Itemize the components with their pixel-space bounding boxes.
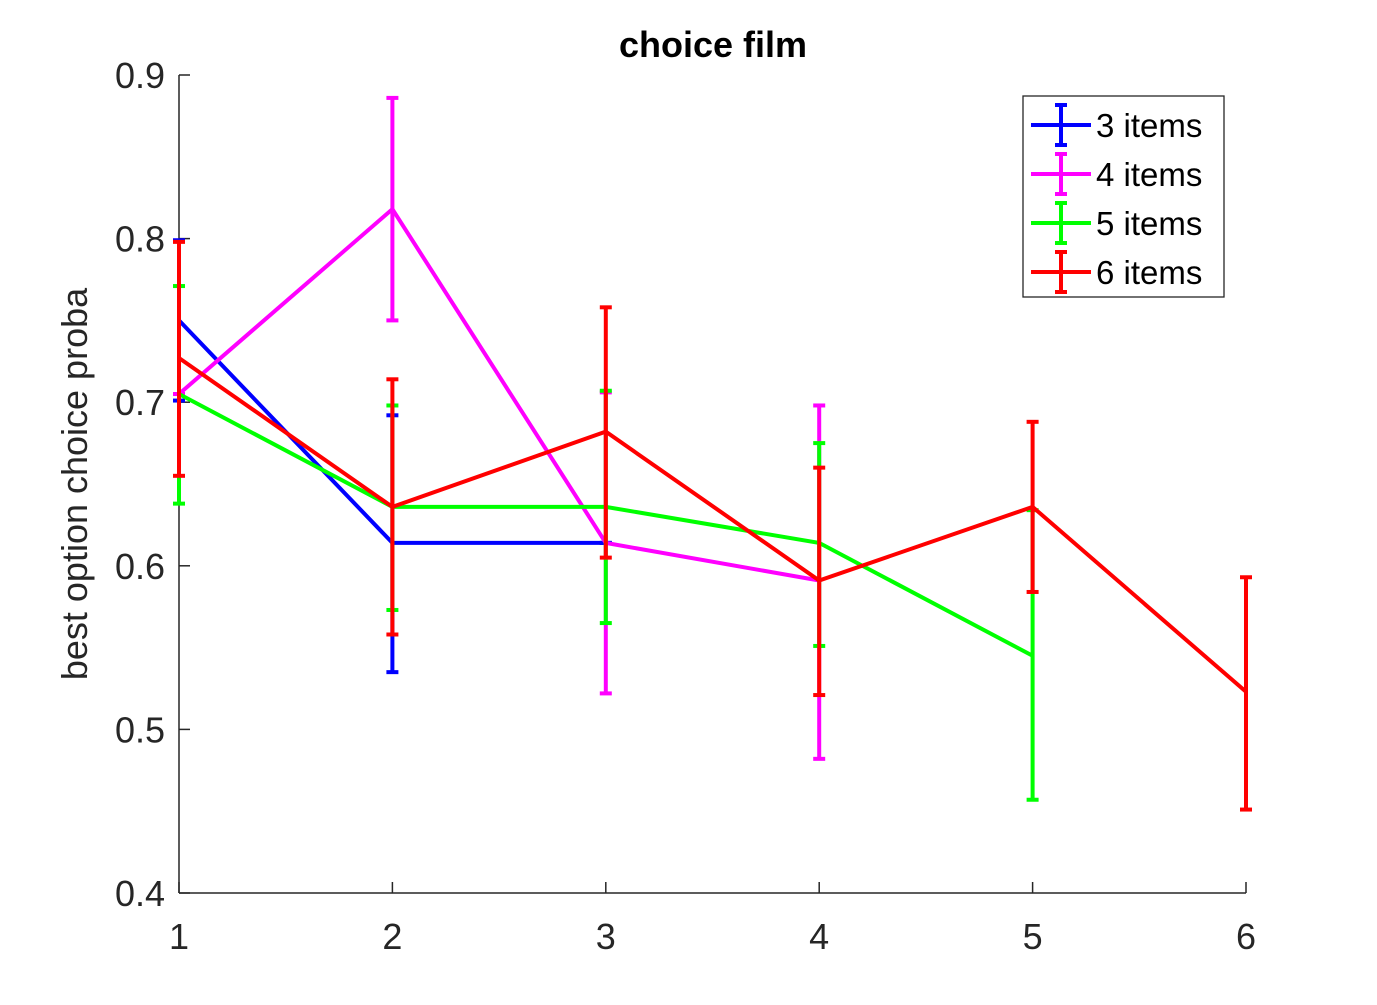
x-tick-label: 5 [1023,916,1043,957]
y-tick-label: 0.7 [115,382,165,423]
legend-item: 6 items [1031,250,1202,294]
y-tick-label: 0.8 [115,219,165,260]
y-axis-label: best option choice proba [54,287,95,680]
legend-label: 3 items [1096,107,1202,144]
legend-label: 4 items [1096,156,1202,193]
y-tick-label: 0.6 [115,546,165,587]
y-tick-label: 0.9 [115,55,165,96]
x-tick-label: 1 [169,916,189,957]
x-tick-label: 3 [596,916,616,957]
legend: 3 items 4 items 5 items 6 items [1022,95,1225,298]
error-bar [599,305,612,560]
legend-item: 5 items [1031,201,1202,245]
legend-item: 4 items [1031,152,1202,196]
series-2 [173,95,826,761]
x-tick-label: 2 [382,916,402,957]
y-tick-label: 0.5 [115,709,165,750]
axes: 1 2 3 4 5 6 0.4 0.5 0.6 0.7 0.8 0.9 [115,55,1256,957]
error-bar [386,377,399,637]
error-bar [1026,419,1039,594]
legend-label: 6 items [1096,254,1202,291]
legend-label: 5 items [1096,205,1202,242]
x-tick-label: 6 [1236,916,1256,957]
error-bar [386,95,399,323]
series-4 [173,239,1252,812]
y-tick-label: 0.4 [115,873,165,914]
error-bar [173,239,185,478]
legend-box [1022,95,1225,298]
error-bar [1240,575,1252,812]
series-line [177,206,820,583]
series-line [177,356,1248,694]
legend-item: 3 items [1031,103,1202,147]
chart-title: choice film [619,24,807,65]
error-bar [813,465,826,698]
plot-series [173,95,1252,812]
x-tick-label: 4 [809,916,829,957]
